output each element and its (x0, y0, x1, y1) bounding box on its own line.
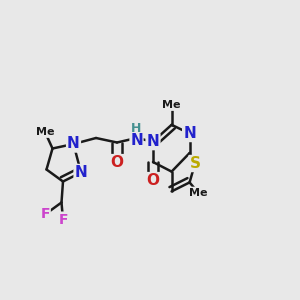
Text: H: H (131, 122, 142, 135)
Text: Me: Me (189, 188, 207, 198)
Text: O: O (110, 155, 124, 170)
Text: Me: Me (36, 127, 54, 137)
Text: F: F (40, 208, 50, 221)
Text: S: S (190, 156, 200, 171)
Text: N: N (67, 136, 80, 152)
Text: Me: Me (162, 100, 181, 110)
Text: N: N (130, 133, 143, 148)
Text: N: N (75, 165, 87, 180)
Text: F: F (58, 213, 68, 226)
Text: N: N (147, 134, 159, 149)
Text: O: O (146, 173, 160, 188)
Text: N: N (183, 126, 196, 141)
